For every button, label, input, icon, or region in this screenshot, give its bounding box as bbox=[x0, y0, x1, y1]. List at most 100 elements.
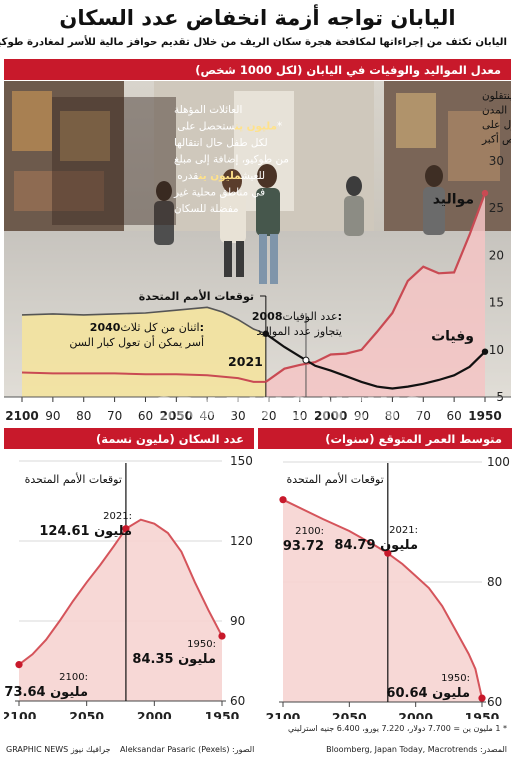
population-heading: عدد السكان (مليون نسمة) bbox=[4, 428, 254, 449]
life-expectancy-heading-text: متوسط العمر المتوقع (سنوات) bbox=[325, 431, 502, 446]
deaths-label: وفيات bbox=[431, 328, 474, 344]
series-line bbox=[18, 518, 223, 666]
x-tick-label: 30 bbox=[230, 409, 245, 423]
population-heading-text: عدد السكان (مليون نسمة) bbox=[96, 431, 244, 446]
x-tick-label: 2000 bbox=[398, 710, 433, 719]
y-tick-label: 20 bbox=[489, 248, 504, 262]
series-area bbox=[19, 519, 222, 701]
currency-footnote: * 1 مليون ين = 7.700 دولار، 7.220 يورو، … bbox=[287, 724, 507, 733]
y-tick-label: 80 bbox=[487, 575, 502, 589]
x-tick-label: 2100 bbox=[4, 709, 37, 719]
life-2021-label-year: 2021: bbox=[389, 525, 418, 536]
data-point bbox=[478, 694, 486, 702]
x-tick-label: 10 bbox=[292, 409, 307, 423]
x-tick-label: 40 bbox=[200, 409, 215, 423]
page-title: اليابان تواجه أزمة انخفاض عدد السكان bbox=[59, 6, 456, 30]
y-tick-label: 100 bbox=[487, 455, 510, 469]
y-tick-label: 150 bbox=[230, 454, 253, 468]
births-area bbox=[265, 193, 485, 397]
watermark: GRAPHIC NEWS bbox=[150, 392, 424, 427]
x-tick-label: 1950 bbox=[468, 409, 501, 423]
axis-band bbox=[4, 397, 511, 426]
families-callout-tail: للعيش bbox=[240, 170, 268, 182]
x-tick-label: 2050 bbox=[160, 409, 193, 423]
photo-credit: الصور: (Aleksandar Pasaric (Pexels bbox=[120, 745, 255, 754]
pop-2021-label-value: 124.61 مليون bbox=[39, 524, 132, 539]
life-2021-label-value: 84.79 مليون bbox=[334, 538, 418, 553]
data-point bbox=[15, 661, 23, 669]
x-tick-label: 60 bbox=[138, 409, 153, 423]
life-1950-label-value: 60.64 مليون bbox=[386, 686, 470, 701]
x-tick-label: 2100 bbox=[266, 710, 301, 719]
youth-callout-line: إلى المدن bbox=[482, 105, 511, 117]
life-2100-label-year: 2100: bbox=[295, 526, 324, 537]
y-tick-label: 60 bbox=[487, 695, 502, 709]
un-projection-label: توقعات الأمم المتحدة bbox=[287, 472, 384, 486]
series-line bbox=[282, 498, 483, 699]
pop-2100-label-value: 73.64 مليون bbox=[4, 685, 88, 700]
births-dot-1950 bbox=[481, 189, 489, 197]
life-expectancy-heading: متوسط العمر المتوقع (سنوات) bbox=[258, 428, 512, 449]
crossover-dot-2008 bbox=[302, 356, 310, 364]
families-callout-line: العائلات المؤهلة bbox=[174, 104, 242, 116]
x-tick-label: 80 bbox=[385, 409, 400, 423]
families-callout-tail: * bbox=[277, 121, 282, 133]
birth-death-plot: 5101520253019506070809020001020304020506… bbox=[4, 97, 511, 426]
note-2008-text: عدد الوفيات bbox=[282, 310, 337, 323]
note-2008-line1: عدد الوفيات2008: bbox=[252, 310, 342, 323]
births-projection-line bbox=[21, 371, 266, 383]
y-tick-label: 120 bbox=[230, 534, 253, 548]
families-callout-line: *مليون ينستحصل على bbox=[174, 121, 282, 133]
x-tick-label: 70 bbox=[416, 409, 431, 423]
x-tick-label: 20 bbox=[261, 409, 276, 423]
population-chart: 60 90 120 150 1950 2000 2050 2100 توقعات الأمم ا… bbox=[4, 449, 254, 719]
x-tick-label: 2000 bbox=[137, 709, 172, 719]
year-2021-label: 2021 bbox=[228, 354, 263, 369]
series-area bbox=[283, 499, 482, 702]
deaths-projection-line bbox=[21, 306, 267, 335]
x-tick-label: 2050 bbox=[69, 709, 104, 719]
births-label: مواليد bbox=[433, 191, 474, 207]
x-tick-label: 60 bbox=[446, 409, 461, 423]
x-tick-label: 2050 bbox=[332, 710, 367, 719]
families-callout-head: قدره bbox=[174, 170, 199, 182]
x-tick-label: 70 bbox=[107, 409, 122, 423]
pop-2021-label-year: 2021: bbox=[103, 511, 132, 522]
y-tick-label: 60 bbox=[230, 694, 245, 708]
note-2040-text: اثنان من كل ثلاث bbox=[120, 321, 199, 334]
data-point bbox=[384, 549, 392, 557]
pop-2100-label-year: 2100: bbox=[59, 672, 88, 683]
youth-callout-line: للحصول على bbox=[482, 119, 511, 131]
youth-callout: الشباب ينتقلون إلى المدن للحصول علىفرص أكب… bbox=[481, 90, 511, 146]
note-2008-line2: يتجاوز عدد المواليد bbox=[256, 325, 342, 338]
families-callout-line: في مناطق محلية غير bbox=[173, 187, 265, 199]
x-tick-label: 2000 bbox=[314, 409, 347, 423]
x-tick-label: 2100 bbox=[5, 409, 38, 423]
data-point bbox=[218, 632, 226, 640]
deaths-dot-2021 bbox=[262, 330, 270, 337]
note-2040-line2: أسر يمكن أن تعول كبار السن bbox=[69, 335, 204, 349]
pop-1950-label-year: 1950: bbox=[187, 639, 216, 650]
families-callout-line: للعيشمليون ينقدره bbox=[174, 170, 268, 182]
data-point bbox=[122, 525, 130, 533]
youth-callout-line: فرص أكبر bbox=[481, 132, 511, 146]
deaths-dot-1950 bbox=[481, 348, 489, 355]
families-callout-line: لكل طفل حال انتقالها bbox=[174, 137, 268, 149]
y-tick-label: 25 bbox=[489, 201, 504, 215]
un-projection-label: توقعات الأمم المتحدة bbox=[139, 289, 254, 303]
note-2040-line1: اثنان من كل ثلاث2040: bbox=[90, 321, 204, 334]
families-callout-amount: مليون ين bbox=[197, 170, 242, 182]
birth-death-chart: 5101520253019506070809020001020304020506… bbox=[4, 81, 511, 426]
life-1950-label-year: 1950: bbox=[441, 673, 470, 684]
x-tick-label: 1950 bbox=[205, 709, 240, 719]
families-callout-line: مفضلة للسكان bbox=[174, 203, 239, 215]
brand-credit: GRAPHIC NEWS جرافيك نيوز bbox=[6, 745, 111, 754]
life-2100-label-value: 93.72 bbox=[283, 539, 324, 554]
page-subtitle: اليابان تكثف من إجراءاتها لمكافحة هجرة س… bbox=[0, 37, 507, 48]
families-callout-bg bbox=[52, 97, 176, 225]
families-callout-amount: مليون ين bbox=[234, 121, 277, 133]
pop-1950-label-value: 84.35 مليون bbox=[132, 652, 216, 667]
birth-death-heading-text: معدل المواليد والوفيات في اليابان (لكل 1… bbox=[195, 62, 501, 77]
y-tick-label: 30 bbox=[489, 154, 504, 168]
